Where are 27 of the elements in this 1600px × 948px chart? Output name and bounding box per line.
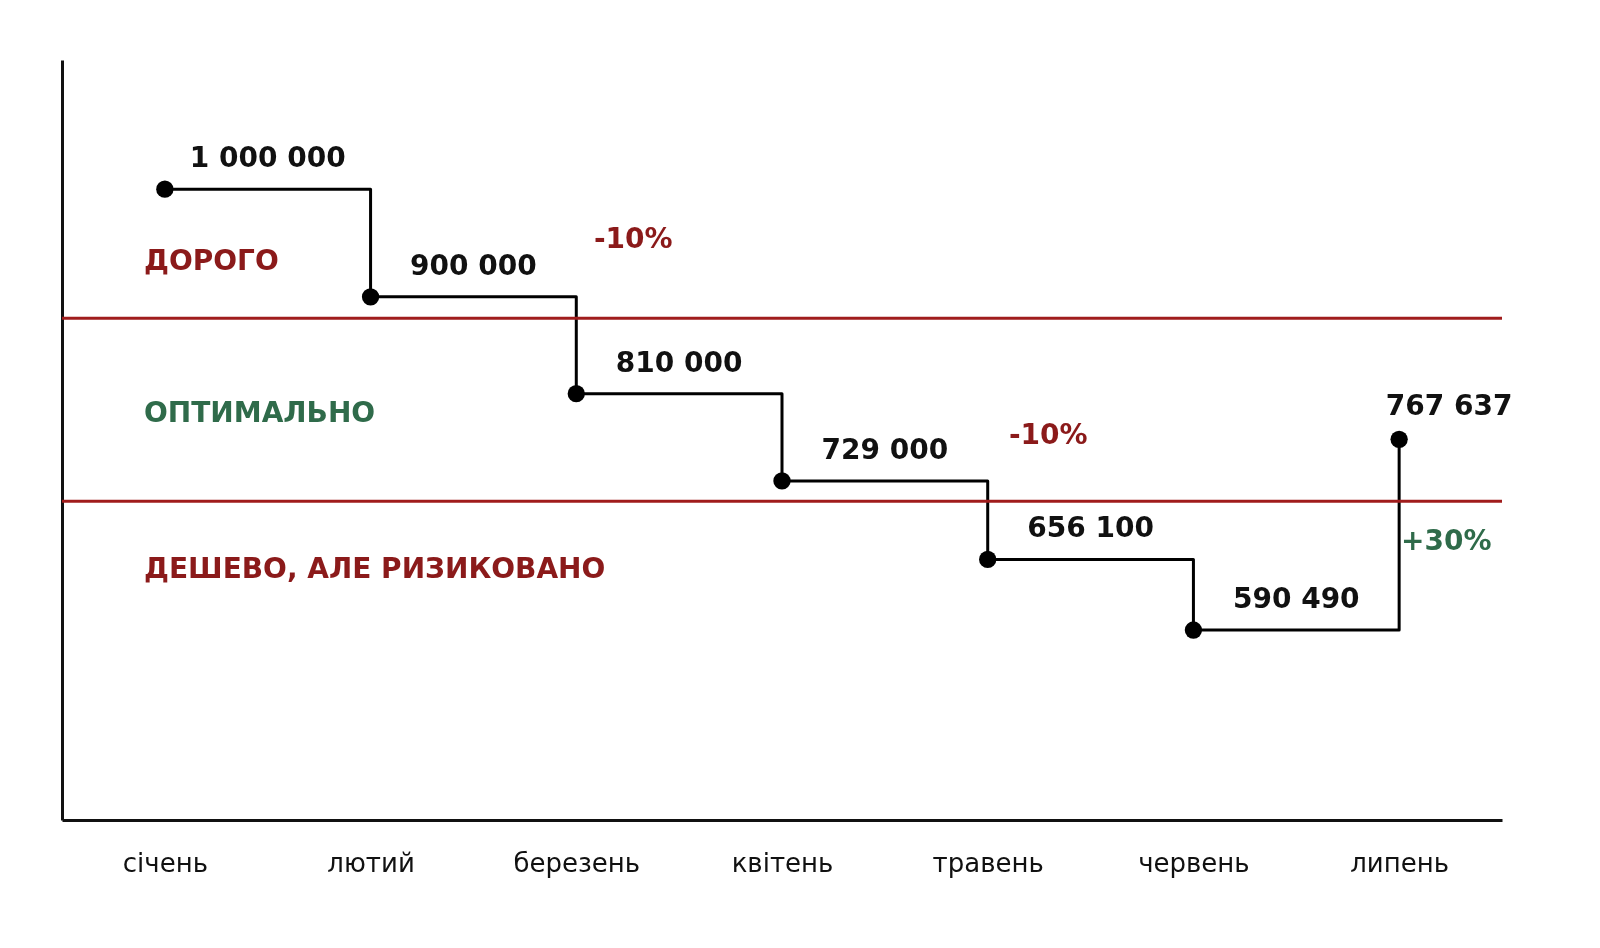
point <box>156 180 174 198</box>
x-tick-label: липень <box>1350 847 1450 878</box>
x-tick-label: січень <box>122 847 208 878</box>
data-label: 767 637 <box>1385 389 1513 423</box>
x-tick-label: червень <box>1138 847 1250 878</box>
data-label: 900 000 <box>410 248 537 282</box>
data-label: 1 000 000 <box>189 141 346 175</box>
annotation: ДЕШЕВО, АЛЕ РИЗИКОВАНО <box>144 552 606 585</box>
data-label: 729 000 <box>821 432 949 466</box>
point <box>773 472 791 490</box>
data-label: 590 490 <box>1232 582 1360 616</box>
x-tick-label: березень <box>513 847 641 878</box>
point <box>567 385 585 403</box>
point <box>1184 621 1203 639</box>
point <box>979 550 997 569</box>
x-tick-label: лютий <box>327 847 415 878</box>
point <box>361 288 380 306</box>
x-tick-label: квітень <box>731 847 834 878</box>
annotation: ОПТИМАЛЬНО <box>144 396 376 429</box>
annotation: -10% <box>594 222 673 255</box>
data-label: 810 000 <box>615 345 743 379</box>
point <box>1390 430 1408 448</box>
annotation: +30% <box>1401 524 1492 557</box>
annotation: -10% <box>1009 418 1088 451</box>
x-tick-label: травень <box>932 847 1044 878</box>
annotation: ДОРОГО <box>144 244 279 277</box>
data-label: 656 100 <box>1027 511 1154 545</box>
